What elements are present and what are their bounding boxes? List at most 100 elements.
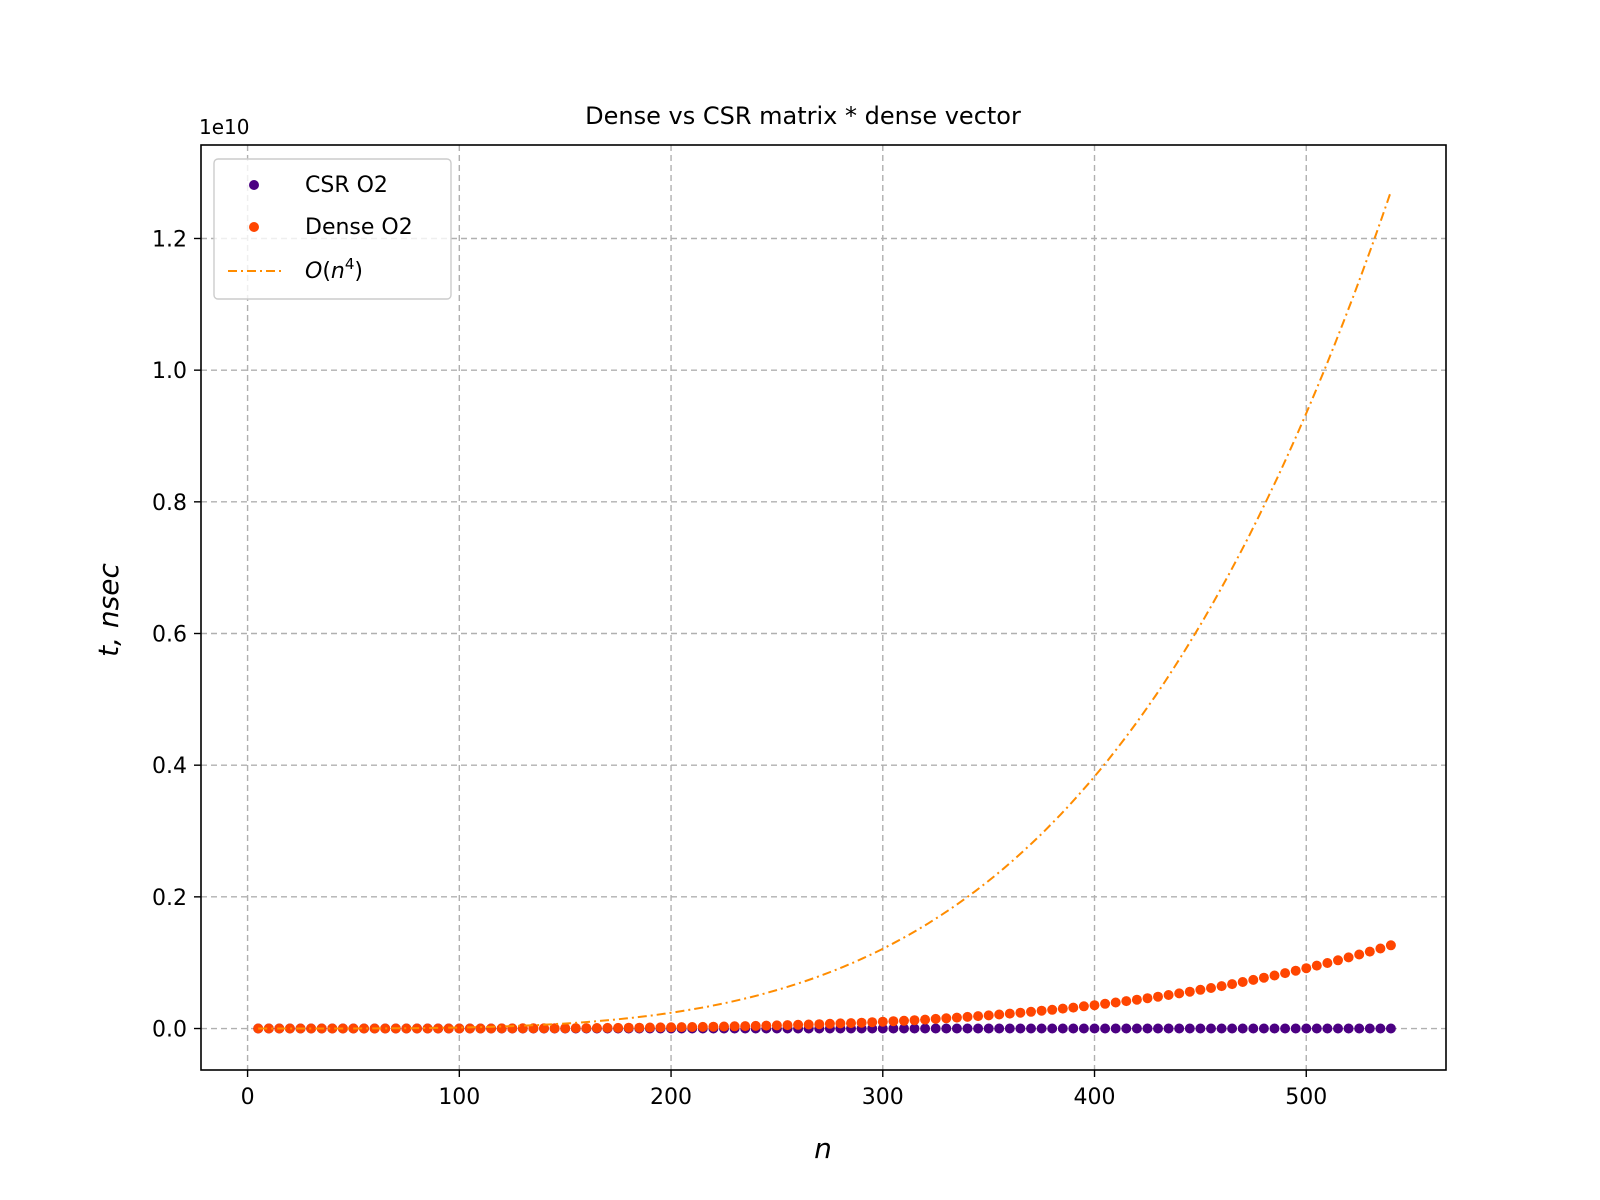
point-csr-o2 [899,1023,909,1034]
point-csr-o2 [1258,1023,1269,1034]
legend-box [213,158,452,300]
point-dense-o2 [464,1023,475,1034]
point-dense-o2 [1258,972,1269,983]
point-dense-o2 [1174,988,1185,999]
x-axis: 0 100 200 300 400 500 [241,1070,1327,1110]
point-csr-o2 [1354,1023,1365,1034]
point-csr-o2 [1142,1023,1153,1034]
x-axis-label: n [814,1132,832,1165]
point-dense-o2 [327,1023,338,1034]
point-dense-o2 [1184,986,1195,997]
point-csr-o2 [1131,1023,1142,1034]
point-dense-o2 [1078,1001,1089,1012]
point-dense-o2 [877,1016,888,1027]
series-line-o-n-4 [258,191,1392,1030]
point-dense-o2 [899,1015,909,1026]
point-csr-o2 [1311,1023,1322,1034]
point-csr-o2 [1089,1023,1100,1034]
point-dense-o2 [793,1019,804,1030]
point-dense-o2 [835,1018,846,1029]
point-dense-o2 [644,1022,655,1033]
legend-label-fit: O(n4) [305,255,363,284]
point-dense-o2 [1237,977,1248,987]
point-csr-o2 [1322,1023,1333,1034]
point-dense-o2 [814,1019,825,1030]
y-axis-label: t, nsec [92,563,125,657]
point-csr-o2 [1100,1023,1111,1034]
point-dense-o2 [697,1021,708,1032]
point-dense-o2 [549,1023,560,1034]
point-csr-o2 [1078,1023,1089,1034]
point-dense-o2 [846,1018,856,1029]
point-csr-o2 [973,1023,984,1034]
point-csr-o2 [909,1023,920,1034]
point-dense-o2 [729,1021,740,1032]
legend-label-csr: CSR O2 [305,173,388,198]
point-csr-o2 [1227,1023,1238,1034]
point-dense-o2 [496,1023,507,1034]
point-dense-o2 [1121,996,1132,1007]
point-csr-o2 [1004,1023,1015,1034]
x-tick-label: 0 [241,1085,255,1110]
point-csr-o2 [1333,1023,1343,1034]
point-dense-o2 [560,1023,571,1034]
point-dense-o2 [1142,993,1153,1004]
point-dense-o2 [1343,952,1354,963]
y-tick-label: 0.6 [152,623,187,648]
point-dense-o2 [1364,946,1375,957]
point-csr-o2 [1290,1023,1301,1034]
point-csr-o2 [1036,1023,1047,1034]
point-csr-o2 [941,1023,952,1034]
point-dense-o2 [1333,955,1343,966]
point-csr-o2 [983,1023,994,1034]
point-csr-o2 [1385,1023,1396,1034]
point-csr-o2 [1174,1023,1185,1034]
point-dense-o2 [486,1023,497,1034]
point-csr-o2 [1206,1023,1216,1034]
point-csr-o2 [1375,1023,1386,1034]
x-tick-label: 300 [862,1085,904,1110]
point-dense-o2 [888,1016,899,1027]
point-dense-o2 [676,1022,687,1033]
point-csr-o2 [1343,1023,1354,1034]
point-dense-o2 [1385,940,1396,951]
point-csr-o2 [930,1023,941,1034]
point-dense-o2 [782,1020,793,1031]
point-dense-o2 [581,1023,592,1034]
point-dense-o2 [750,1020,761,1031]
x-tick-label: 400 [1074,1085,1116,1110]
point-dense-o2 [507,1023,518,1034]
point-dense-o2 [666,1022,677,1033]
point-dense-o2 [1036,1005,1047,1016]
point-csr-o2 [1269,1023,1280,1034]
point-dense-o2 [1280,968,1291,979]
point-csr-o2 [1195,1023,1206,1034]
point-csr-o2 [1121,1023,1132,1034]
point-dense-o2 [1089,1000,1100,1011]
point-dense-o2 [1301,963,1312,974]
point-dense-o2 [920,1014,931,1025]
point-dense-o2 [1004,1008,1015,1019]
point-dense-o2 [1354,949,1365,960]
point-dense-o2 [973,1011,984,1022]
point-csr-o2 [1280,1023,1291,1034]
point-dense-o2 [263,1023,274,1034]
point-dense-o2 [687,1022,698,1032]
point-dense-o2 [983,1010,994,1021]
point-dense-o2 [1216,981,1227,992]
point-dense-o2 [655,1022,666,1033]
point-dense-o2 [570,1023,581,1034]
point-dense-o2 [771,1020,782,1031]
legend-marker-csr [249,180,259,190]
point-csr-o2 [1248,1023,1259,1034]
point-dense-o2 [591,1023,602,1033]
point-dense-o2 [284,1023,295,1034]
point-dense-o2 [634,1022,645,1033]
point-dense-o2 [401,1023,412,1034]
point-dense-o2 [1047,1004,1058,1015]
point-csr-o2 [962,1023,973,1034]
legend-marker-dense [249,222,259,232]
point-dense-o2 [1375,943,1386,954]
point-dense-o2 [930,1013,941,1024]
